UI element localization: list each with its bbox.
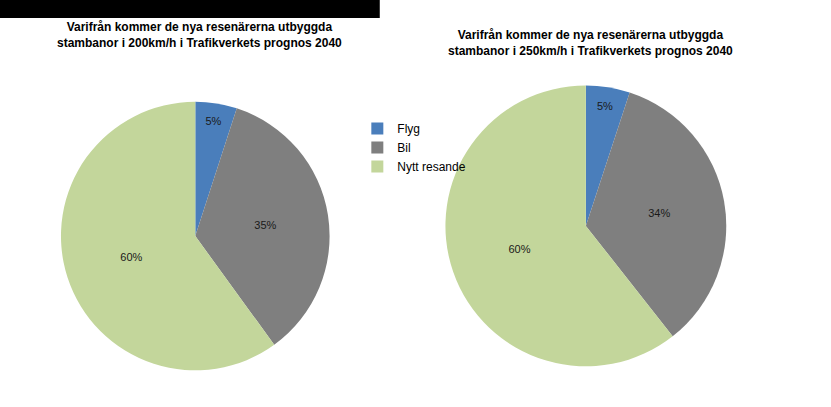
svg-text:Nytt resande: Nytt resande	[397, 160, 465, 174]
svg-text:Varifrån kommer de nya resenär: Varifrån kommer de nya resenärerna utbyg…	[57, 20, 342, 50]
svg-text:Bil: Bil	[397, 141, 410, 155]
svg-text:Flyg: Flyg	[397, 122, 420, 136]
svg-text:60%: 60%	[508, 243, 530, 255]
svg-text:34%: 34%	[648, 207, 670, 219]
svg-text:35%: 35%	[254, 219, 276, 231]
svg-text:5%: 5%	[205, 115, 221, 127]
svg-text:5%: 5%	[597, 100, 613, 112]
svg-text:Varifrån kommer de nya resenär: Varifrån kommer de nya resenärerna utbyg…	[448, 28, 733, 58]
svg-text:60%: 60%	[120, 251, 142, 263]
